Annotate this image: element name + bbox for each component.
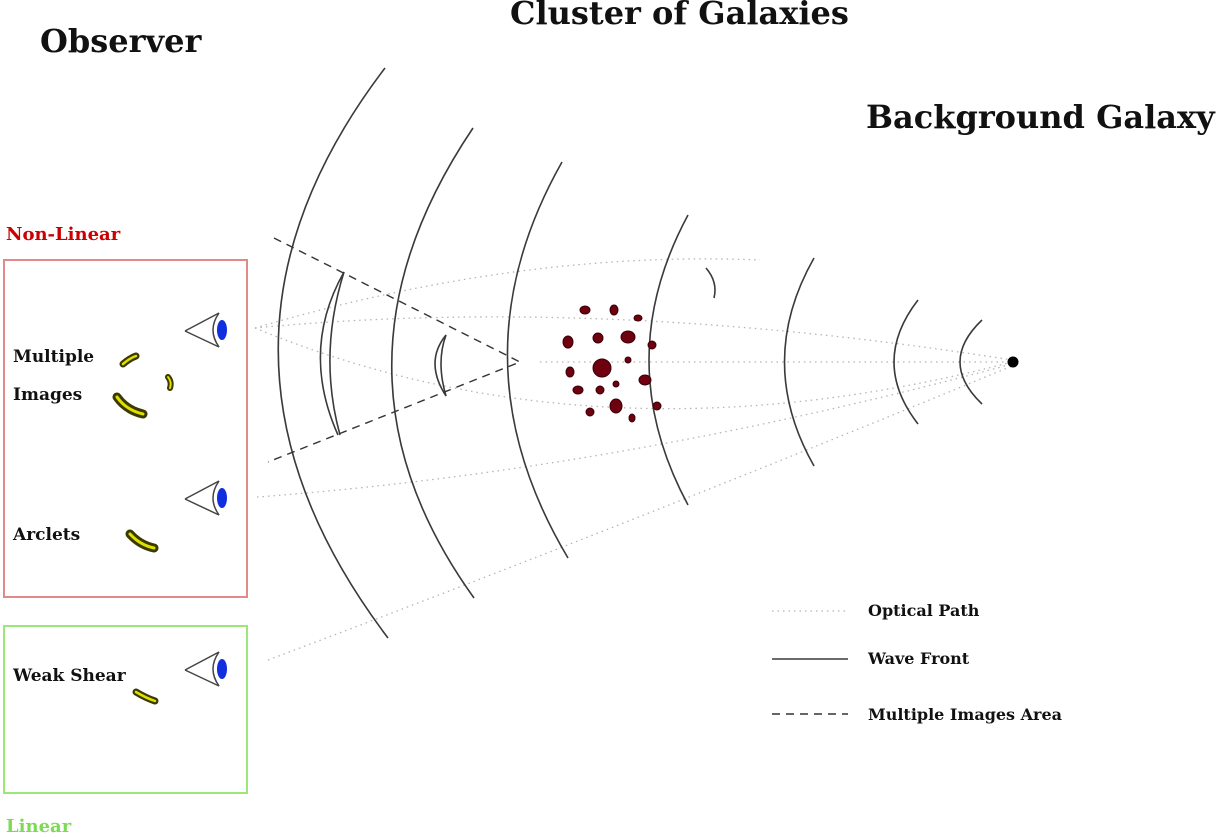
- arclets-label: Arclets: [12, 525, 80, 545]
- optical-paths: [254, 258, 1013, 661]
- optical-path: [256, 363, 1013, 498]
- cluster-galaxy: [652, 401, 662, 411]
- cluster-galaxy: [609, 398, 623, 414]
- eye-icon: [184, 480, 227, 516]
- background-galaxy: [1007, 356, 1019, 368]
- galaxy-cluster: [562, 304, 662, 423]
- observer-title: Observer: [40, 22, 202, 60]
- cluster-galaxy: [585, 407, 595, 417]
- cluster-galaxy: [612, 380, 620, 388]
- wave-front: [506, 161, 569, 559]
- cluster-galaxy: [592, 332, 604, 344]
- wave-fronts: [277, 67, 983, 639]
- cluster-galaxy: [609, 304, 619, 316]
- cluster-galaxy: [624, 356, 632, 364]
- cluster-galaxy: [592, 358, 612, 378]
- cluster-galaxy: [647, 340, 657, 350]
- nonlinear-label: Non-Linear: [6, 224, 121, 245]
- multiple-images-area: [267, 237, 522, 463]
- wave-front: [390, 127, 475, 599]
- background-galaxy-title: Background Galaxy: [866, 98, 1216, 136]
- cluster-galaxy: [562, 335, 574, 349]
- linear-label: Linear: [6, 816, 72, 837]
- linear-box: [3, 625, 248, 794]
- image-arc-edge: [121, 354, 138, 366]
- wave-front: [277, 67, 389, 639]
- cluster-galaxy: [638, 374, 652, 386]
- wave-front-fold: [440, 334, 447, 397]
- eye-icon: [184, 312, 227, 348]
- image-arc-edge: [115, 395, 145, 416]
- cluster-galaxy: [633, 314, 643, 322]
- legend-optical-label: Optical Path: [868, 601, 980, 620]
- eye-icon: [184, 651, 227, 687]
- cluster-galaxy: [620, 330, 636, 344]
- cluster-galaxy: [628, 413, 636, 423]
- wave-front-fold: [434, 334, 447, 397]
- legend: Optical Path Wave Front Multiple Images …: [772, 601, 1062, 724]
- wave-front: [783, 257, 815, 467]
- lensed-images: [112, 352, 174, 705]
- image-arc-edge: [167, 376, 172, 389]
- cluster-galaxy: [579, 305, 591, 315]
- wave-front-fold: [329, 271, 345, 436]
- optical-path: [254, 258, 761, 329]
- nonlinear-box: [3, 259, 248, 598]
- optical-path: [254, 316, 1013, 361]
- cluster-galaxy: [595, 385, 605, 395]
- wave-front: [648, 214, 689, 506]
- multiple-images-label-line2: Images: [13, 385, 82, 405]
- multiple-images-label-line1: Multiple: [13, 347, 94, 367]
- legend-area-label: Multiple Images Area: [868, 705, 1062, 724]
- cluster-galaxy: [572, 385, 584, 395]
- wave-front-fold: [705, 267, 716, 299]
- image-arc-edge: [128, 532, 156, 550]
- caustic-boundary: [267, 237, 522, 463]
- legend-wave-label: Wave Front: [867, 649, 970, 668]
- wave-front-fold: [319, 271, 345, 436]
- weak-shear-label: Weak Shear: [12, 666, 127, 686]
- image-arc-edge: [134, 690, 157, 703]
- wave-front: [959, 319, 983, 405]
- wave-front: [893, 299, 919, 425]
- cluster-title: Cluster of Galaxies: [510, 0, 849, 32]
- cluster-galaxy: [565, 366, 575, 378]
